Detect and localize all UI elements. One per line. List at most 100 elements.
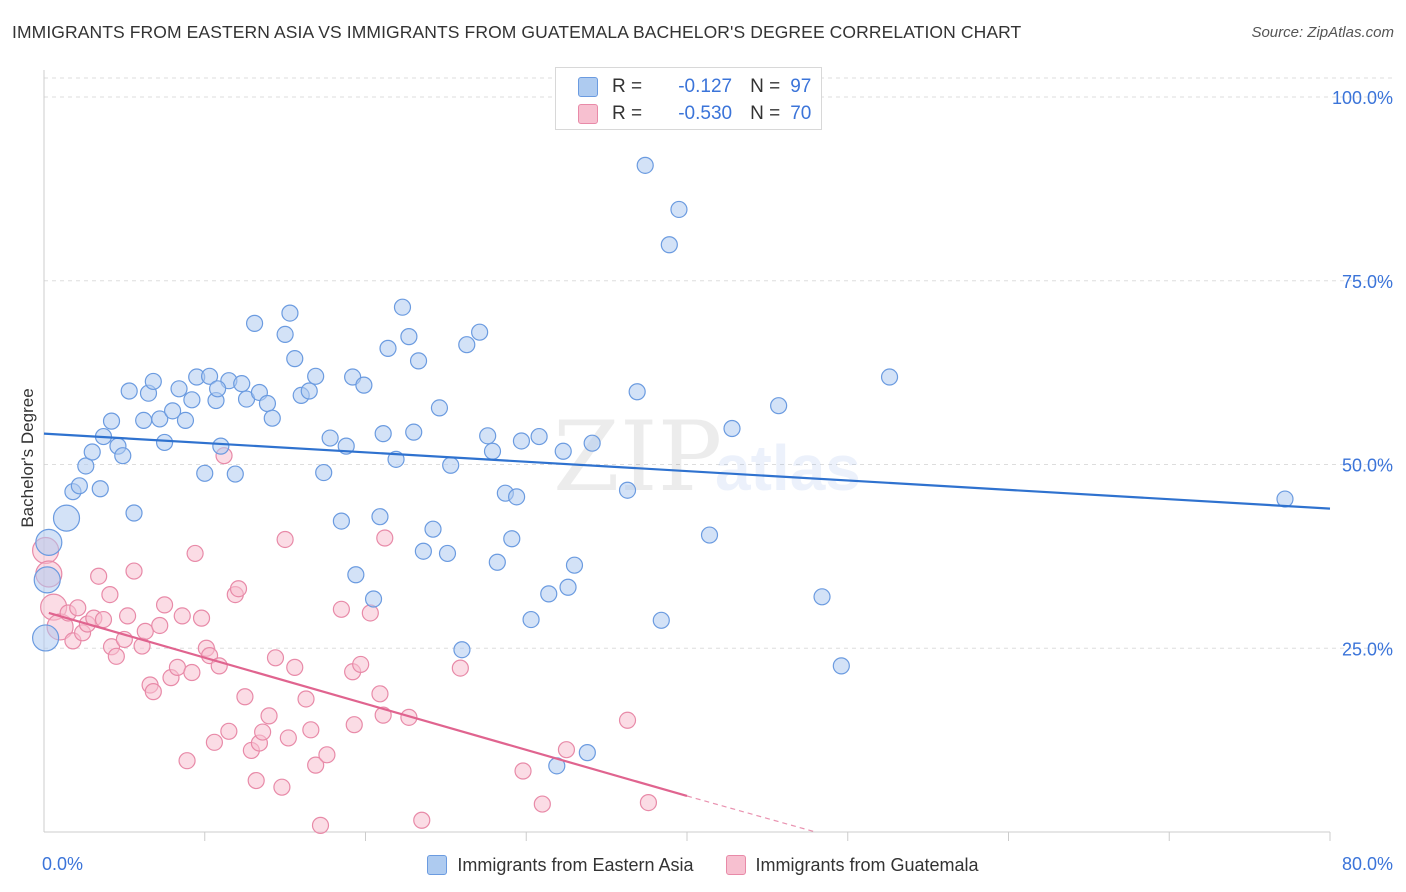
y-axis-label: Bachelor's Degree: [18, 388, 37, 527]
eastern-asia-point: [670, 200, 688, 219]
guatemala-point: [168, 658, 187, 676]
guatemala-point: [352, 655, 370, 674]
eastern-asia-point: [125, 504, 143, 522]
guatemala-point: [376, 529, 394, 547]
legend-label-eastern-asia: Immigrants from Eastern Asia: [457, 854, 694, 875]
eastern-asia-point: [300, 382, 318, 400]
guatemala-point: [101, 585, 119, 604]
guatemala-point: [178, 752, 196, 770]
axes: [43, 70, 1330, 833]
eastern-asia-point: [276, 325, 294, 344]
y-tick-label: 100.0%: [1332, 88, 1393, 108]
eastern-asia-point: [409, 352, 428, 370]
eastern-asia-point: [430, 399, 449, 417]
eastern-asia-point: [307, 367, 325, 385]
guatemala-point: [318, 746, 336, 764]
eastern-asia-point: [102, 412, 121, 430]
guatemala-point: [69, 599, 87, 617]
eastern-asia-point: [91, 480, 109, 498]
eastern-asia-point: [83, 443, 101, 461]
guatemala-point: [273, 778, 291, 796]
eastern-asia-point: [438, 544, 457, 563]
r-value-eastern-asia: -0.127: [678, 76, 733, 97]
guatemala-point: [557, 741, 576, 759]
watermark-zip: ZIP: [553, 401, 722, 513]
x-tick-label-max: 80.0%: [1342, 854, 1393, 874]
eastern-asia-point: [332, 512, 350, 530]
eastern-asia-point: [770, 397, 788, 415]
eastern-asia-point: [233, 375, 251, 393]
eastern-asia-point: [281, 304, 299, 322]
eastern-asia-point: [618, 481, 637, 499]
watermark: ZIP atlas: [553, 401, 861, 513]
eastern-asia-point: [176, 411, 195, 429]
guatemala-point: [286, 658, 304, 676]
legend-entry-guatemala: Immigrants from Guatemala: [725, 855, 979, 876]
guatemala-point: [279, 729, 297, 747]
guatemala-trend-extension: [686, 795, 816, 833]
guatemala-point: [220, 722, 238, 740]
eastern-asia-point: [565, 556, 584, 574]
guatemala-trend-line: [48, 611, 688, 798]
eastern-asia-point: [258, 394, 277, 413]
eastern-asia-point: [880, 368, 899, 386]
n-label: N =: [750, 76, 781, 97]
eastern-asia-series: [32, 156, 1294, 775]
guatemala-point: [247, 771, 265, 790]
trend-lines: [43, 432, 1331, 833]
guatemala-swatch: [578, 104, 598, 124]
eastern-asia-point: [164, 402, 182, 420]
eastern-asia-point: [315, 463, 333, 482]
eastern-asia-trend-line: [43, 432, 1331, 510]
eastern-asia-point: [226, 465, 244, 483]
eastern-asia-point: [832, 657, 850, 675]
eastern-asia-point: [135, 411, 153, 429]
eastern-asia-point: [70, 477, 88, 495]
eastern-asia-point: [723, 419, 741, 438]
y-tick-label: 25.0%: [1342, 639, 1393, 659]
eastern-asia-point: [183, 391, 201, 409]
eastern-asia-point: [503, 530, 521, 548]
guatemala-point: [361, 604, 379, 622]
eastern-asia-point: [700, 526, 719, 544]
series-legend: Immigrants from Eastern Asia Immigrants …: [0, 851, 1406, 879]
guatemala-point: [345, 716, 363, 734]
eastern-asia-point: [479, 427, 497, 445]
eastern-asia-point: [170, 380, 188, 398]
watermark-atlas: atlas: [715, 432, 861, 504]
guatemala-point: [297, 690, 315, 708]
eastern-asia-point: [636, 156, 654, 174]
eastern-asia-point: [52, 504, 81, 532]
legend-entry-eastern-asia: Immigrants from Eastern Asia: [427, 854, 694, 876]
guatemala-point: [151, 616, 169, 635]
eastern-asia-point: [652, 611, 670, 629]
guatemala-point: [144, 683, 162, 701]
legend-swatch-guatemala: [725, 855, 746, 875]
guatemala-point: [90, 567, 108, 585]
r-value-guatemala: -0.530: [678, 103, 733, 124]
guatemala-point: [186, 544, 204, 563]
guatemala-point: [451, 659, 469, 677]
axis-labels: Bachelor's Degree 0.0% 80.0% 25.0% 50.0% 7…: [18, 88, 1393, 874]
eastern-asia-point: [374, 425, 392, 443]
eastern-asia-swatch: [578, 77, 598, 97]
eastern-asia-point: [200, 367, 219, 385]
eastern-asia-point: [559, 578, 577, 596]
stats-legend: R = -0.127 N = 97 R = -0.530 N = 70: [555, 67, 822, 130]
n-value-guatemala: 70: [790, 103, 812, 124]
legend-swatch-eastern-asia: [427, 855, 448, 875]
eastern-asia-point: [522, 610, 540, 629]
eastern-asia-point: [364, 590, 383, 608]
eastern-asia-point: [355, 376, 373, 394]
guatemala-point: [371, 685, 389, 703]
guatemala-point: [618, 711, 637, 729]
eastern-asia-point: [347, 566, 365, 584]
eastern-asia-point: [114, 447, 132, 465]
eastern-asia-point: [400, 328, 418, 346]
eastern-asia-point: [263, 409, 281, 427]
guatemala-point: [192, 609, 211, 627]
n-label: N =: [750, 103, 781, 124]
y-tick-label: 50.0%: [1342, 456, 1393, 476]
r-label: R =: [612, 103, 643, 124]
